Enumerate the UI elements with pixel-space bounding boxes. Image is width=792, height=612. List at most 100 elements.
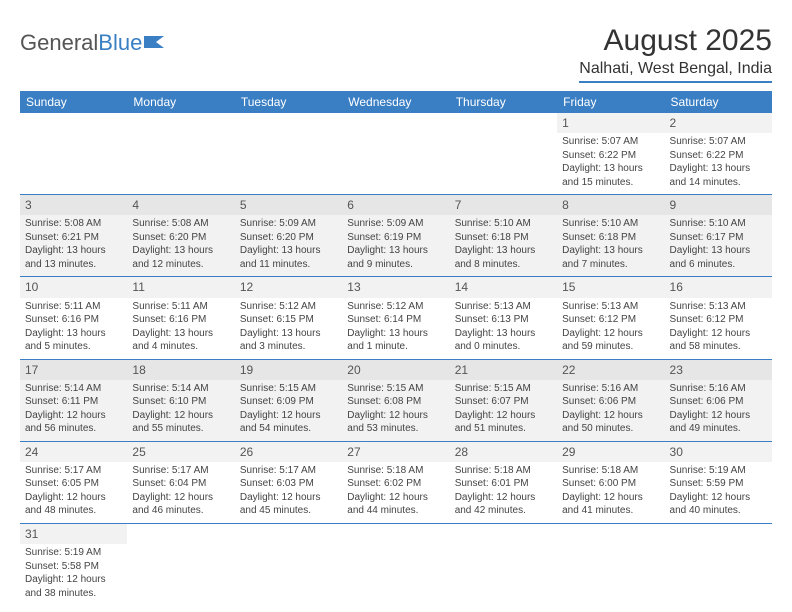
sunrise-text: Sunrise: 5:07 AM <box>670 135 767 149</box>
sunrise-text: Sunrise: 5:08 AM <box>25 217 122 231</box>
month-title: August 2025 <box>579 24 772 58</box>
daylight-text: Daylight: 13 hours <box>347 327 444 341</box>
sunset-text: Sunset: 6:20 PM <box>240 231 337 245</box>
sunrise-text: Sunrise: 5:12 AM <box>347 300 444 314</box>
day-number: 14 <box>450 277 557 297</box>
sunset-text: Sunset: 6:21 PM <box>25 231 122 245</box>
sunset-text: Sunset: 6:00 PM <box>562 477 659 491</box>
sunset-text: Sunset: 6:07 PM <box>455 395 552 409</box>
sunrise-text: Sunrise: 5:18 AM <box>455 464 552 478</box>
daylight-text: Daylight: 12 hours <box>25 409 122 423</box>
sunset-text: Sunset: 5:59 PM <box>670 477 767 491</box>
weekday-header: Tuesday <box>235 91 342 113</box>
daylight-text: Daylight: 13 hours <box>240 244 337 258</box>
calendar-day-cell <box>450 523 557 605</box>
day-number: 4 <box>127 195 234 215</box>
calendar-day-cell: 18 Sunrise: 5:14 AMSunset: 6:10 PMDayligh… <box>127 359 234 441</box>
day-number: 21 <box>450 360 557 380</box>
sunset-text: Sunset: 6:20 PM <box>132 231 229 245</box>
daylight-text: Daylight: 13 hours <box>347 244 444 258</box>
daylight-text: and 56 minutes. <box>25 422 122 436</box>
calendar-day-cell <box>127 523 234 605</box>
calendar-day-cell: 17Sunrise: 5:14 AMSunset: 6:11 PMDayligh… <box>20 359 127 441</box>
daylight-text: and 9 minutes. <box>347 258 444 272</box>
calendar-week-row: 3Sunrise: 5:08 AMSunset: 6:21 PMDaylight… <box>20 195 772 277</box>
sunrise-text: Sunrise: 5:18 AM <box>562 464 659 478</box>
calendar-day-cell <box>127 113 234 195</box>
calendar-page: GeneralBlue August 2025 Nalhati, West Be… <box>0 0 792 605</box>
calendar-day-cell: 10Sunrise: 5:11 AMSunset: 6:16 PMDayligh… <box>20 277 127 359</box>
weekday-header: Thursday <box>450 91 557 113</box>
sunrise-text: Sunrise: 5:17 AM <box>132 464 229 478</box>
day-number: 18 <box>127 360 234 380</box>
sunrise-text: Sunrise: 5:14 AM <box>132 382 229 396</box>
calendar-day-cell: 27Sunrise: 5:18 AMSunset: 6:02 PMDayligh… <box>342 441 449 523</box>
calendar-day-cell: 25Sunrise: 5:17 AMSunset: 6:04 PMDayligh… <box>127 441 234 523</box>
sunset-text: Sunset: 5:58 PM <box>25 560 122 574</box>
daylight-text: and 53 minutes. <box>347 422 444 436</box>
day-number: 8 <box>557 195 664 215</box>
calendar-day-cell <box>20 113 127 195</box>
calendar-day-cell: 3Sunrise: 5:08 AMSunset: 6:21 PMDaylight… <box>20 195 127 277</box>
daylight-text: and 46 minutes. <box>132 504 229 518</box>
sunrise-text: Sunrise: 5:17 AM <box>25 464 122 478</box>
daylight-text: Daylight: 12 hours <box>347 409 444 423</box>
daylight-text: and 7 minutes. <box>562 258 659 272</box>
weekday-header: Monday <box>127 91 234 113</box>
sunrise-text: Sunrise: 5:10 AM <box>562 217 659 231</box>
logo-text-2: Blue <box>98 30 142 56</box>
day-number: 22 <box>557 360 664 380</box>
sunrise-text: Sunrise: 5:09 AM <box>347 217 444 231</box>
daylight-text: Daylight: 13 hours <box>240 327 337 341</box>
calendar-day-cell <box>342 523 449 605</box>
logo-text-1: General <box>20 30 98 56</box>
sunrise-text: Sunrise: 5:10 AM <box>455 217 552 231</box>
daylight-text: and 54 minutes. <box>240 422 337 436</box>
sunrise-text: Sunrise: 5:11 AM <box>132 300 229 314</box>
daylight-text: Daylight: 13 hours <box>562 162 659 176</box>
calendar-week-row: 17Sunrise: 5:14 AMSunset: 6:11 PMDayligh… <box>20 359 772 441</box>
daylight-text: and 58 minutes. <box>670 340 767 354</box>
sunset-text: Sunset: 6:10 PM <box>132 395 229 409</box>
daylight-text: and 1 minute. <box>347 340 444 354</box>
weekday-header: Sunday <box>20 91 127 113</box>
day-number: 28 <box>450 442 557 462</box>
daylight-text: Daylight: 12 hours <box>562 491 659 505</box>
sunset-text: Sunset: 6:19 PM <box>347 231 444 245</box>
sunrise-text: Sunrise: 5:17 AM <box>240 464 337 478</box>
daylight-text: and 55 minutes. <box>132 422 229 436</box>
daylight-text: Daylight: 13 hours <box>670 244 767 258</box>
day-number: 11 <box>127 277 234 297</box>
daylight-text: Daylight: 12 hours <box>132 409 229 423</box>
sunset-text: Sunset: 6:12 PM <box>562 313 659 327</box>
daylight-text: and 48 minutes. <box>25 504 122 518</box>
calendar-day-cell: 4Sunrise: 5:08 AMSunset: 6:20 PMDaylight… <box>127 195 234 277</box>
sunset-text: Sunset: 6:17 PM <box>670 231 767 245</box>
day-number: 25 <box>127 442 234 462</box>
daylight-text: Daylight: 12 hours <box>562 409 659 423</box>
daylight-text: and 42 minutes. <box>455 504 552 518</box>
calendar-day-cell: 2Sunrise: 5:07 AMSunset: 6:22 PMDaylight… <box>665 113 772 195</box>
calendar-week-row: 1Sunrise: 5:07 AMSunset: 6:22 PMDaylight… <box>20 113 772 195</box>
sunset-text: Sunset: 6:22 PM <box>562 149 659 163</box>
calendar-day-cell <box>235 523 342 605</box>
sunset-text: Sunset: 6:15 PM <box>240 313 337 327</box>
daylight-text: and 8 minutes. <box>455 258 552 272</box>
daylight-text: and 0 minutes. <box>455 340 552 354</box>
sunrise-text: Sunrise: 5:19 AM <box>670 464 767 478</box>
header: GeneralBlue August 2025 Nalhati, West Be… <box>20 24 772 83</box>
sunset-text: Sunset: 6:22 PM <box>670 149 767 163</box>
daylight-text: and 38 minutes. <box>25 587 122 601</box>
sunrise-text: Sunrise: 5:16 AM <box>670 382 767 396</box>
daylight-text: Daylight: 13 hours <box>455 327 552 341</box>
sunrise-text: Sunrise: 5:16 AM <box>562 382 659 396</box>
sunset-text: Sunset: 6:14 PM <box>347 313 444 327</box>
calendar-day-cell: 12Sunrise: 5:12 AMSunset: 6:15 PMDayligh… <box>235 277 342 359</box>
sunrise-text: Sunrise: 5:15 AM <box>455 382 552 396</box>
calendar-day-cell: 5Sunrise: 5:09 AMSunset: 6:20 PMDaylight… <box>235 195 342 277</box>
day-number: 17 <box>20 360 127 380</box>
calendar-day-cell <box>665 523 772 605</box>
sunrise-text: Sunrise: 5:15 AM <box>347 382 444 396</box>
location-label: Nalhati, West Bengal, India <box>579 60 772 83</box>
day-number: 23 <box>665 360 772 380</box>
